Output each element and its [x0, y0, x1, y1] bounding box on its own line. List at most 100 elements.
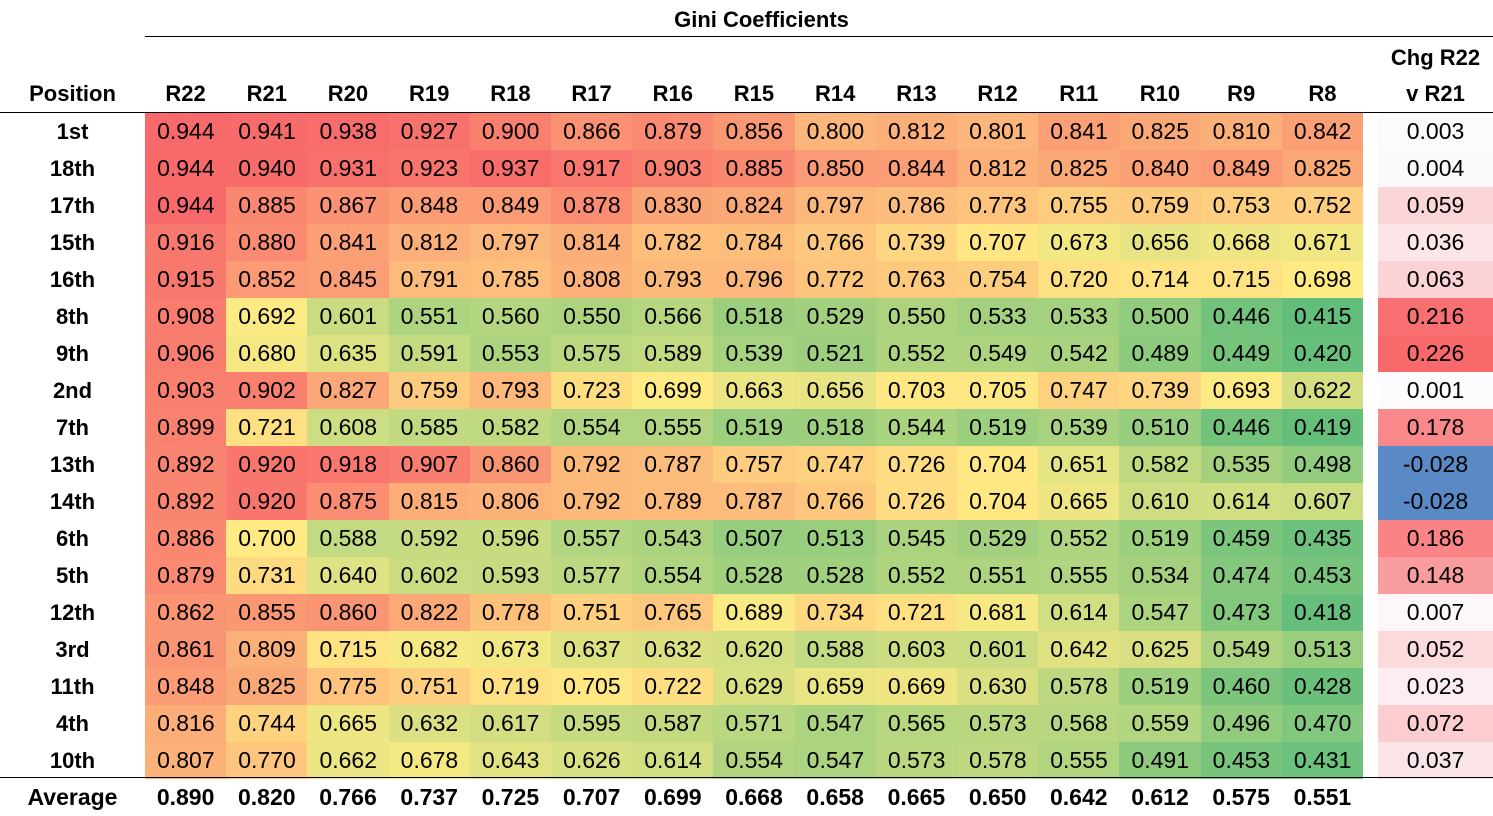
gini-cell: 0.519 [713, 409, 795, 446]
gini-cell: 0.759 [1119, 187, 1201, 224]
gini-cell: 0.907 [389, 446, 471, 483]
gini-cell: 0.918 [307, 446, 389, 483]
gini-cell: 0.940 [226, 150, 308, 187]
gini-cell: 0.555 [632, 409, 714, 446]
gini-cell: 0.507 [713, 520, 795, 557]
gini-cell: 0.808 [551, 261, 633, 298]
column-header-r17: R17 [551, 76, 632, 112]
gini-cell: 0.673 [470, 631, 552, 668]
gini-cell: 0.845 [307, 261, 389, 298]
gini-cell: 0.626 [551, 742, 633, 779]
gini-cell: 0.944 [145, 113, 227, 150]
gini-cell: 0.812 [876, 113, 958, 150]
change-cell: 0.052 [1378, 631, 1493, 668]
gini-cell: 0.714 [1119, 261, 1201, 298]
table-title: Gini Coefficients [145, 4, 1378, 36]
gini-cell: 0.591 [389, 335, 471, 372]
column-header-r10: R10 [1119, 76, 1200, 112]
gini-cell: 0.582 [1119, 446, 1201, 483]
gini-cell: 0.903 [145, 372, 227, 409]
gini-cell: 0.886 [145, 520, 227, 557]
gini-cell: 0.791 [389, 261, 471, 298]
gini-cell: 0.812 [389, 224, 471, 261]
gini-cell: 0.671 [1282, 224, 1364, 261]
gini-cell: 0.669 [876, 668, 958, 705]
change-cell: -0.028 [1378, 483, 1493, 520]
column-header-r20: R20 [307, 76, 388, 112]
position-label: 11th [0, 668, 145, 705]
gini-cell: 0.757 [713, 446, 795, 483]
gini-cell: 0.720 [1038, 261, 1120, 298]
gini-cell: 0.755 [1038, 187, 1120, 224]
gini-cell: 0.555 [1038, 557, 1120, 594]
position-label: 15th [0, 224, 145, 261]
gini-cell: 0.807 [145, 742, 227, 779]
gini-cell: 0.944 [145, 150, 227, 187]
gini-cell: 0.533 [1038, 298, 1120, 335]
gini-cell: 0.663 [713, 372, 795, 409]
change-cell: 0.063 [1378, 261, 1493, 298]
gini-cell: 0.812 [957, 150, 1039, 187]
gini-cell: 0.814 [551, 224, 633, 261]
gini-cell: 0.824 [713, 187, 795, 224]
gini-cell: 0.920 [226, 483, 308, 520]
gini-cell: 0.543 [632, 520, 714, 557]
gini-cell: 0.559 [1119, 705, 1201, 742]
average-value: 0.642 [1038, 779, 1119, 816]
gini-cell: 0.673 [1038, 224, 1120, 261]
column-header-r9: R9 [1201, 76, 1282, 112]
gini-cell: 0.825 [1282, 150, 1364, 187]
change-cell: 0.001 [1378, 372, 1493, 409]
gini-cell: 0.751 [389, 668, 471, 705]
gini-cell: 0.879 [632, 113, 714, 150]
gini-cell: 0.587 [632, 705, 714, 742]
gini-cell: 0.651 [1038, 446, 1120, 483]
gini-cell: 0.544 [876, 409, 958, 446]
gini-cell: 0.620 [713, 631, 795, 668]
gini-cell: 0.770 [226, 742, 308, 779]
gini-cell: 0.800 [795, 113, 877, 150]
gini-cell: 0.500 [1119, 298, 1201, 335]
change-cell: 0.036 [1378, 224, 1493, 261]
gini-cell: 0.555 [1038, 742, 1120, 779]
gini-cell: 0.608 [307, 409, 389, 446]
gini-cell: 0.903 [632, 150, 714, 187]
average-value: 0.668 [713, 779, 794, 816]
gini-cell: 0.773 [957, 187, 1039, 224]
gini-cell: 0.553 [470, 335, 552, 372]
gini-cell: 0.715 [1201, 261, 1283, 298]
gini-cell: 0.601 [957, 631, 1039, 668]
gini-cell: 0.446 [1201, 409, 1283, 446]
gini-cell: 0.593 [470, 557, 552, 594]
position-header: Position [0, 76, 145, 112]
gini-cell: 0.752 [1282, 187, 1364, 224]
gini-cell: 0.549 [1201, 631, 1283, 668]
gini-cell: 0.552 [876, 335, 958, 372]
gini-cell: 0.571 [713, 705, 795, 742]
column-header-r8: R8 [1282, 76, 1363, 112]
gini-cell: 0.806 [470, 483, 552, 520]
position-label: 7th [0, 409, 145, 446]
gini-cell: 0.637 [551, 631, 633, 668]
gini-cell: 0.731 [226, 557, 308, 594]
change-cell: 0.072 [1378, 705, 1493, 742]
change-cell: 0.023 [1378, 668, 1493, 705]
gini-cell: 0.763 [876, 261, 958, 298]
gini-cell: 0.880 [226, 224, 308, 261]
gini-cell: 0.662 [307, 742, 389, 779]
average-value: 0.890 [145, 779, 226, 816]
gini-cell: 0.547 [795, 742, 877, 779]
position-label: 3rd [0, 631, 145, 668]
gini-cell: 0.602 [389, 557, 471, 594]
gini-cell: 0.521 [795, 335, 877, 372]
average-value: 0.665 [876, 779, 957, 816]
gini-cell: 0.632 [632, 631, 714, 668]
gini-cell: 0.643 [470, 742, 552, 779]
position-label: 10th [0, 742, 145, 779]
title-underline [145, 36, 1493, 37]
gini-cell: 0.420 [1282, 335, 1364, 372]
gini-cell: 0.916 [145, 224, 227, 261]
gini-cell: 0.816 [145, 705, 227, 742]
gini-cell: 0.519 [1119, 668, 1201, 705]
gini-cell: 0.850 [795, 150, 877, 187]
